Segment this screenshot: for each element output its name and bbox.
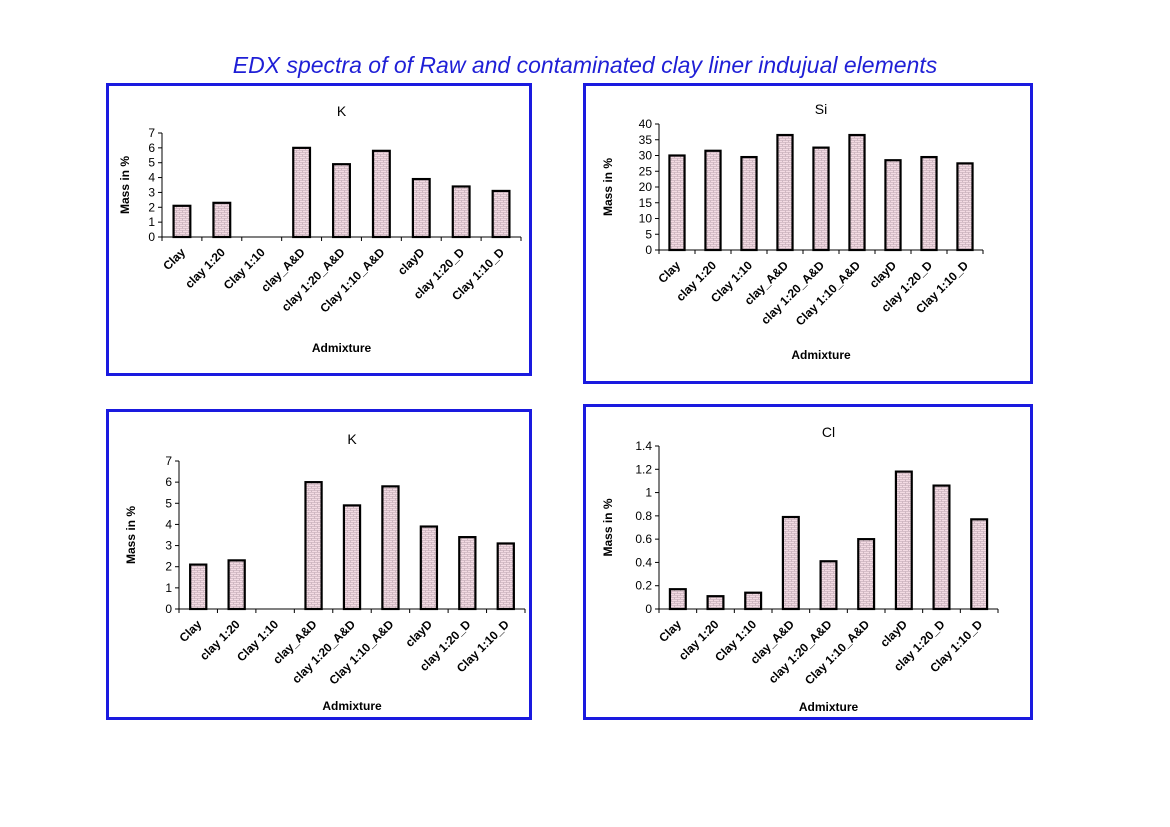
y-tick-label: 2 [148, 200, 155, 214]
bar-clay-1-10 [744, 591, 763, 611]
bar-clayd [884, 159, 902, 252]
y-tick-label: 15 [639, 196, 653, 210]
y-tick-label: 0 [148, 230, 155, 244]
x-axis-title: Admixture [791, 348, 851, 362]
y-tick-label: 1.2 [635, 462, 652, 476]
y-axis-title: Mass in % [124, 506, 138, 564]
bar-clay [172, 204, 192, 239]
y-axis-title: Mass in % [601, 498, 615, 556]
bar-clay-1-20 [227, 559, 246, 611]
y-tick-label: 0.2 [635, 579, 652, 593]
y-tick-label: 30 [639, 149, 653, 163]
y-tick-label: 6 [165, 475, 172, 489]
y-tick-label: 3 [165, 539, 172, 553]
y-tick-label: 5 [645, 227, 652, 241]
y-tick-label: 0 [645, 243, 652, 257]
x-axis-title: Admixture [322, 699, 382, 713]
y-tick-label: 40 [639, 117, 653, 131]
x-category-label: Clay [656, 617, 684, 645]
chart-title: Cl [822, 424, 835, 440]
chart-panel-k-bottom: K 0 1 2 3 4 5 6 7 Clay clay 1:20 Clay 1:10 clay_A&D c… [106, 409, 532, 720]
bar-clay-1-20-aandd [819, 560, 838, 611]
bar-clay-1-10-aandd [371, 149, 391, 239]
bar-clay-1-10 [740, 155, 758, 252]
chart-panel-si: Si 0 5 10 15 20 25 30 35 40 Clay clay 1:20 Clay 1:10… [583, 83, 1033, 384]
y-tick-label: 2 [165, 560, 172, 574]
bar-clay [668, 154, 686, 252]
bar-clay-aandd [776, 133, 794, 252]
bar-clay-1-10-d [491, 189, 511, 239]
x-category-label: clayD [402, 617, 435, 650]
bar-clay-1-20-aandd [812, 146, 830, 252]
x-category-label: Clay [160, 245, 188, 273]
bar-clay-1-10-aandd [857, 538, 876, 611]
x-category-label: clayD [877, 617, 910, 650]
chart-title: K [347, 431, 357, 447]
x-category-label: Clay 1:10_A&D [802, 617, 873, 688]
bar-clayd [419, 525, 439, 611]
bar-clay-1-20-d [932, 484, 951, 611]
bar-clay-1-10-aandd [848, 133, 866, 252]
x-category-label: Clay [177, 617, 205, 645]
y-tick-label: 1 [165, 581, 172, 595]
y-axis-title: Mass in % [118, 156, 132, 214]
x-category-label: clayD [395, 245, 428, 278]
y-tick-label: 7 [148, 126, 155, 140]
x-category-label: clayD [867, 258, 900, 291]
page-title: EDX spectra of of Raw and contaminated c… [232, 52, 938, 78]
y-tick-label: 3 [148, 185, 155, 199]
bar-clay-1-20 [706, 595, 725, 611]
y-tick-label: 1.4 [635, 439, 652, 453]
y-tick-label: 1 [645, 486, 652, 500]
x-category-label: Clay [655, 258, 683, 286]
bar-clay-aandd [292, 146, 312, 239]
bar-clay-1-10-aandd [381, 485, 400, 611]
bar-clayd [894, 470, 913, 611]
y-tick-label: 5 [148, 156, 155, 170]
x-axis-title: Admixture [799, 700, 859, 714]
y-tick-label: 4 [148, 171, 155, 185]
y-tick-label: 20 [639, 180, 653, 194]
bar-clay-1-10-d [496, 542, 515, 611]
bar-clay [189, 563, 208, 611]
bar-clay [668, 588, 687, 611]
y-tick-label: 7 [165, 454, 172, 468]
bar-clay-1-10-d [970, 518, 989, 611]
y-tick-label: 0 [645, 602, 652, 616]
bar-clay-1-20-d [458, 536, 477, 611]
x-category-label: Clay 1:10_A&D [793, 258, 864, 329]
bar-clay-1-20-aandd [332, 163, 351, 239]
y-tick-label: 4 [165, 517, 172, 531]
bar-clay-1-20 [704, 149, 722, 252]
chart-title: K [337, 103, 347, 119]
y-tick-label: 35 [639, 133, 653, 147]
bar-clay-1-20-aandd [342, 504, 362, 611]
bar-clay-aandd [304, 481, 323, 611]
chart-panel-k-top: K 0 1 2 3 4 5 6 7 Clay clay 1:20 Clay 1:10 clay_A&D c… [106, 83, 532, 376]
bar-clay-1-10-d [956, 162, 974, 252]
y-tick-label: 0 [165, 602, 172, 616]
bar-clay-aandd [781, 515, 800, 611]
y-tick-label: 0.6 [635, 532, 652, 546]
y-axis-title: Mass in % [601, 158, 615, 216]
x-category-label: clay 1:20_A&D [758, 258, 827, 327]
y-tick-label: 0.4 [635, 555, 652, 569]
chart-title: Si [815, 101, 827, 117]
bar-clayd [411, 177, 431, 239]
y-tick-label: 0.8 [635, 509, 652, 523]
x-axis-title: Admixture [312, 341, 372, 355]
y-tick-label: 1 [148, 215, 155, 229]
bar-clay-1-20 [212, 201, 232, 239]
y-tick-label: 5 [165, 496, 172, 510]
chart-panel-cl: Cl 0 0.2 0.4 0.6 0.8 1 1.2 1.4 Clay clay 1:20 Clay … [583, 404, 1033, 720]
y-tick-label: 10 [639, 212, 653, 226]
y-tick-label: 6 [148, 141, 155, 155]
y-tick-label: 25 [639, 164, 653, 178]
bar-clay-1-20-d [451, 185, 471, 239]
bar-clay-1-20-d [920, 155, 938, 252]
